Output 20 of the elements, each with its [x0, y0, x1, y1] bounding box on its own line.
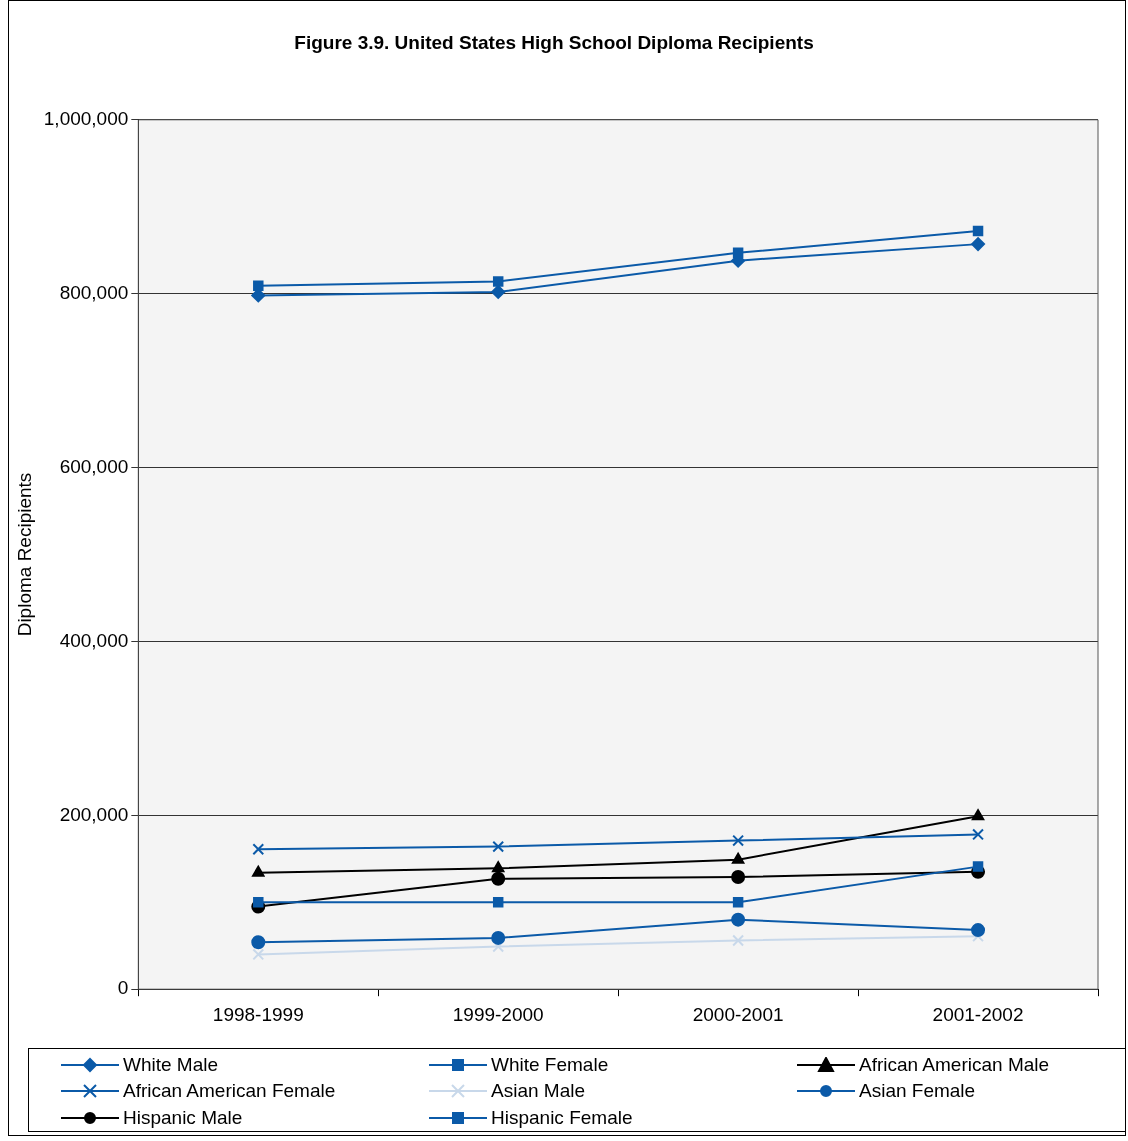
- y-tick-label: 200,000: [59, 803, 129, 825]
- legend-label: White Male: [123, 1054, 219, 1077]
- y-axis-title: Diploma Recipients: [13, 472, 35, 637]
- x-tick-label: 1998-1999: [212, 1003, 304, 1025]
- legend-label: White Female: [491, 1054, 609, 1077]
- legend-label: African American Female: [123, 1080, 336, 1103]
- chart-title: Figure 3.9. United States High School Diploma Recipients: [294, 31, 814, 53]
- x-tick-label: 2000-2001: [692, 1003, 784, 1025]
- y-tick-label: 800,000: [59, 281, 129, 303]
- x-tick-label: 1999-2000: [452, 1003, 544, 1025]
- legend-label: Hispanic Male: [123, 1106, 243, 1129]
- legend-label: Asian Male: [491, 1080, 585, 1103]
- legend-label: Hispanic Female: [491, 1106, 633, 1129]
- y-tick-label: 0: [117, 977, 129, 999]
- legend-label: African American Male: [859, 1054, 1050, 1077]
- y-tick-label: 1,000,000: [43, 108, 129, 130]
- y-tick-label: 600,000: [59, 455, 129, 477]
- x-tick-label: 2001-2002: [932, 1003, 1024, 1025]
- y-tick-label: 400,000: [59, 629, 129, 651]
- legend-label: Asian Female: [859, 1080, 976, 1103]
